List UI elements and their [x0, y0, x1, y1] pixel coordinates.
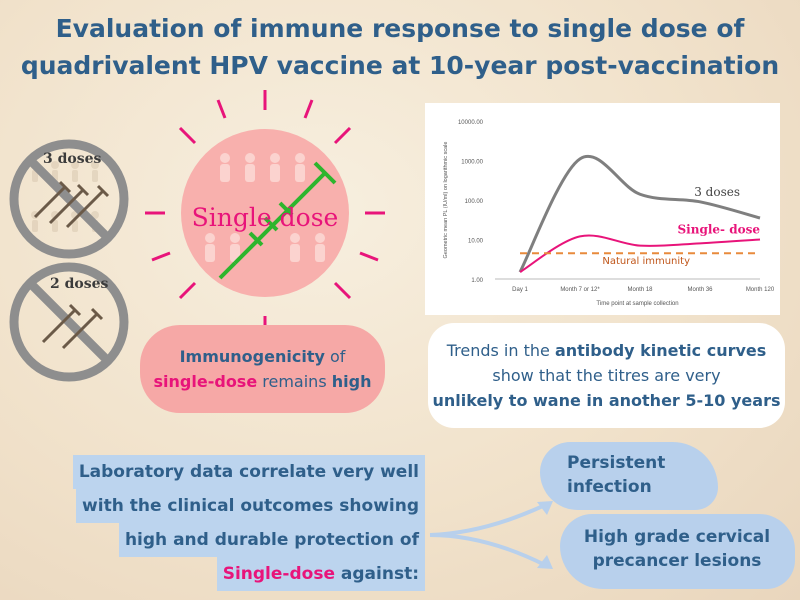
series-label: Natural immunity [602, 256, 690, 267]
series-line-three-doses [518, 155, 761, 273]
x-tick-label: Month 36 [687, 287, 713, 293]
high-word: high [331, 372, 372, 391]
trend-text-d: unlikely to wane in another 5-10 years [432, 391, 781, 410]
syringe-icon [41, 303, 104, 350]
outcome-1-line-1: Persistent [567, 453, 666, 473]
trend-text-a: Trends in the [446, 341, 555, 360]
antibody-kinetic-chart: 1.00 10.00 100.00 1000.00 10000.00 Day 1 Month… [443, 120, 775, 307]
series-line-single-dose [519, 234, 761, 273]
single-dose-word: single-dose [153, 372, 258, 391]
series-label: Single- dose [678, 223, 761, 237]
lab-single-dose: Single-dose [222, 564, 335, 584]
of-word: of [324, 347, 346, 366]
two-doses-label: 2 doses [50, 276, 109, 292]
y-tick-label: 100.00 [465, 199, 484, 205]
y-tick-label: 1.00 [471, 278, 483, 284]
immunogenicity-callout [140, 325, 385, 413]
immunogenicity-text: Immunogenicity of single-dose remains hi… [140, 344, 385, 394]
syringe-icon [33, 180, 110, 229]
x-axis-label: Time point at sample collection [596, 301, 678, 307]
y-tick-label: 10.00 [468, 239, 484, 245]
lab-line-2: with the clinical outcomes showing [76, 489, 425, 523]
x-tick-label: Month 18 [627, 287, 653, 293]
trend-text: Trends in the antibody kinetic curves sh… [428, 338, 785, 413]
page-title: Evaluation of immune response to single … [0, 10, 800, 84]
chart-card: 1.00 10.00 100.00 1000.00 10000.00 Day 1 Month… [425, 103, 780, 315]
outcome-blob-2 [560, 514, 795, 589]
y-axis-label: Geometric mean PL (IU/ml) on logarithmic… [443, 142, 449, 259]
lab-line-1: Laboratory data correlate very well [72, 455, 425, 489]
x-tick-label: Day 1 [512, 287, 528, 293]
three-doses-label: 3 doses [43, 151, 102, 167]
lab-line-3: high and durable protection of [118, 523, 425, 557]
trend-text-c: show that the titres are very [492, 366, 721, 385]
immunogenicity-word: Immunogenicity [179, 347, 325, 366]
two-doses-badge: 2 doses [9, 262, 129, 382]
people-pattern [205, 153, 325, 262]
outcome-1-line-2: infection [567, 477, 652, 497]
outcome-2-text: High grade cervical precancer lesions [577, 525, 777, 573]
lab-against: against: [334, 564, 419, 584]
outcome-blob-1 [540, 442, 718, 510]
single-dose-label: Single dose [192, 203, 339, 232]
lab-line-4: Single-dose against: [216, 557, 425, 591]
y-tick-label: 10000.00 [458, 120, 484, 126]
x-tick-label: Month 120 [746, 287, 775, 293]
outcome-1-text: Persistent infection [567, 451, 665, 499]
title-line-1: Evaluation of immune response to single … [55, 14, 745, 43]
outcome-2-line-1: High grade cervical [583, 527, 771, 547]
syringe-icon [218, 161, 337, 280]
title-line-2: quadrivalent HPV vaccine at 10-year post… [20, 51, 780, 80]
x-tick-label: Month 7 or 12* [560, 287, 600, 293]
series-label: 3 doses [694, 185, 740, 199]
y-tick-label: 1000.00 [461, 160, 483, 166]
trend-box [428, 323, 785, 428]
remains-word: remains [257, 372, 332, 391]
single-dose-sun: Single dose [145, 90, 385, 336]
outcome-2-line-2: precancer lesions [592, 551, 762, 571]
three-doses-badge: 3 doses [9, 139, 129, 259]
trend-text-b: antibody kinetic curves [554, 341, 767, 360]
arrow-icon [429, 501, 553, 569]
